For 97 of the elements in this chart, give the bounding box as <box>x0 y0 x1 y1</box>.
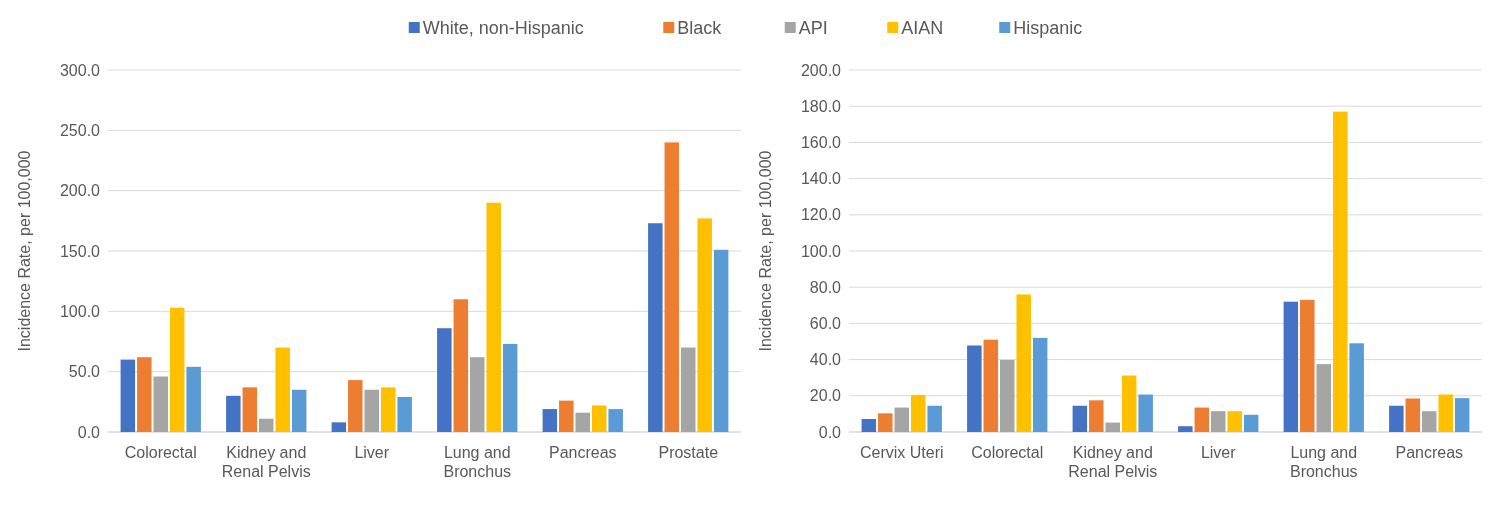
bar <box>275 347 290 432</box>
y-tick-label: 40.0 <box>809 351 842 369</box>
bar <box>169 307 185 432</box>
bar <box>437 328 452 432</box>
bar <box>910 394 926 432</box>
bar <box>364 389 379 432</box>
x-tick-label: Colorectal <box>971 444 1044 461</box>
bar <box>1211 411 1226 432</box>
x-tick-label: Lung and Bronchus <box>1289 444 1358 480</box>
bar <box>259 418 274 432</box>
bar <box>1194 407 1210 432</box>
bar <box>1349 343 1364 432</box>
bar <box>697 218 712 432</box>
x-tick-label: Pancreas <box>1395 444 1464 461</box>
y-axis-title: Incidence Rate, per 100,000 <box>16 150 33 352</box>
y-tick-label: 0.0 <box>818 423 842 441</box>
bar <box>1227 411 1242 432</box>
x-tick-label: Pancreas <box>548 444 617 461</box>
bar <box>1332 111 1348 432</box>
bar <box>453 299 469 432</box>
y-tick-label: 100.0 <box>59 302 101 320</box>
bar <box>559 400 574 432</box>
y-tick-label: 20.0 <box>809 387 842 405</box>
x-tick-label: Liver <box>354 444 390 461</box>
y-tick-label: 120.0 <box>800 206 842 224</box>
y-tick-label: 50.0 <box>68 363 101 381</box>
x-tick-label: Colorectal <box>124 444 197 461</box>
bar <box>591 405 607 432</box>
bar <box>153 376 168 432</box>
bar <box>242 387 258 432</box>
bar <box>331 422 347 432</box>
bar <box>470 357 485 432</box>
bar <box>1016 294 1031 432</box>
bar <box>291 389 307 432</box>
bar <box>1121 375 1137 432</box>
legend-label: AIAN <box>901 18 944 39</box>
legend-label: Black <box>677 18 723 39</box>
y-tick-label: 180.0 <box>800 97 842 115</box>
bar <box>1389 405 1404 432</box>
y-tick-label: 80.0 <box>809 278 842 296</box>
bar <box>1283 301 1299 432</box>
y-tick-label: 160.0 <box>800 134 842 151</box>
bar <box>664 142 680 432</box>
legend-label: Hispanic <box>1013 18 1083 39</box>
bar <box>1105 422 1120 432</box>
bar <box>608 409 623 432</box>
bar <box>1454 398 1470 432</box>
x-tick-label: Prostate <box>658 444 719 461</box>
bar <box>1089 400 1104 432</box>
bar <box>1032 337 1048 432</box>
bar <box>486 202 501 432</box>
y-tick-label: 140.0 <box>800 170 842 188</box>
y-tick-label: 0.0 <box>77 423 101 441</box>
y-tick-label: 250.0 <box>59 121 101 139</box>
bar <box>120 359 136 432</box>
bar <box>967 345 982 432</box>
x-tick-label: Kidney and Renal Pelvis <box>1068 444 1158 480</box>
y-axis-title: Incidence Rate, per 100,000 <box>757 150 774 352</box>
legend-label: API <box>798 18 828 39</box>
bar <box>927 405 942 432</box>
bar <box>226 395 241 432</box>
bar <box>1300 299 1315 432</box>
bar <box>894 407 909 432</box>
bar <box>878 413 893 432</box>
bar <box>348 380 363 432</box>
y-tick-label: 60.0 <box>809 315 842 332</box>
bar <box>380 387 396 432</box>
y-tick-label: 200.0 <box>800 61 842 79</box>
bar <box>186 366 201 432</box>
x-tick-label: Kidney and Renal Pelvis <box>221 444 311 480</box>
bar <box>502 343 518 432</box>
bar <box>648 223 663 432</box>
y-tick-label: 200.0 <box>59 182 101 200</box>
y-tick-label: 300.0 <box>59 61 101 79</box>
legend-label: White, non-Hispanic <box>422 18 584 39</box>
y-tick-label: 150.0 <box>59 242 101 260</box>
bar <box>1438 394 1453 432</box>
bar <box>861 418 877 432</box>
x-tick-label: Lung and Bronchus <box>443 444 512 480</box>
bar <box>1243 414 1259 432</box>
bar <box>1138 394 1153 432</box>
bar <box>1000 359 1015 432</box>
bar <box>1316 364 1331 432</box>
bar <box>575 412 590 432</box>
y-tick-label: 100.0 <box>800 242 842 260</box>
bar <box>1405 398 1421 432</box>
x-tick-label: Liver <box>1200 444 1237 461</box>
bar <box>1072 405 1088 432</box>
bar <box>1178 426 1193 432</box>
bar <box>1422 411 1437 432</box>
bar <box>542 409 558 432</box>
bar <box>397 397 412 432</box>
bar <box>713 249 729 432</box>
bar <box>137 357 152 432</box>
bar <box>983 339 999 432</box>
x-tick-label: Cervix Uteri <box>859 444 944 461</box>
bar <box>681 347 696 432</box>
